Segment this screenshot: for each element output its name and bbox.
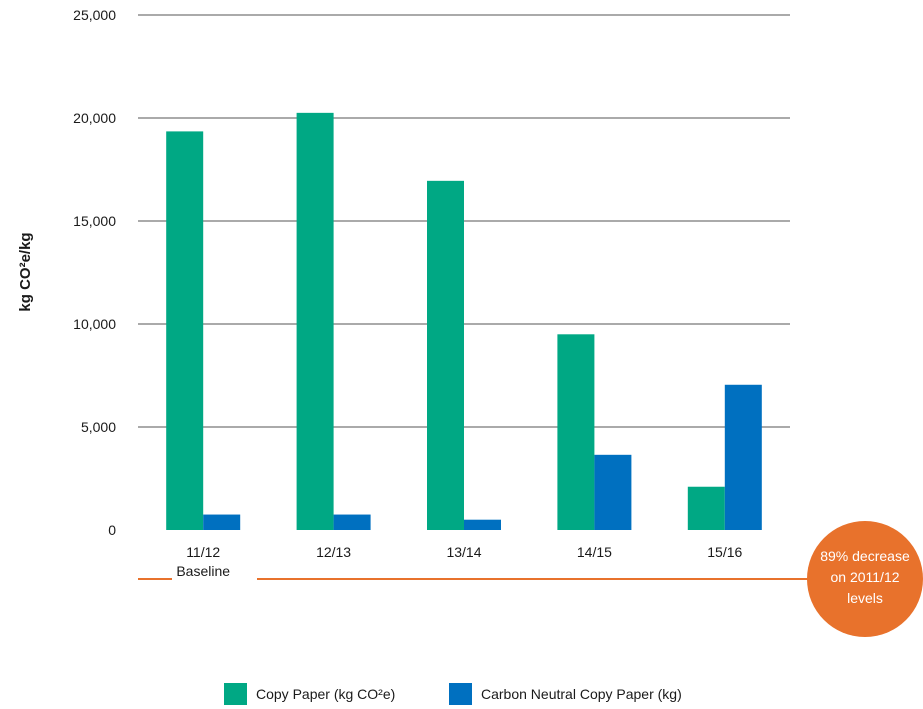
bar-copy-paper (557, 334, 595, 530)
annotation-line-1: 89% decrease (820, 548, 910, 564)
legend-swatch-copy-paper (224, 683, 247, 705)
annotation-circle (807, 521, 923, 637)
bars (166, 112, 762, 530)
y-tick-label: 20,000 (73, 110, 116, 126)
y-tick-label: 5,000 (81, 419, 116, 435)
annotation-line-2: on 2011/12 (830, 569, 899, 585)
y-tick-label: 25,000 (73, 7, 116, 23)
legend-label-carbon-neutral: Carbon Neutral Copy Paper (kg) (481, 686, 682, 702)
x-tick-label: 15/16 (707, 544, 742, 560)
bar-copy-paper (296, 112, 334, 530)
bar-copy-paper (166, 131, 204, 530)
bar-copy-paper (687, 486, 725, 530)
y-axis-label: kg CO²e/kg (17, 232, 34, 311)
x-tick-label: 13/14 (446, 544, 481, 560)
y-axis-ticks: 0 5,000 10,000 15,000 20,000 25,000 (73, 7, 116, 538)
legend: Copy Paper (kg CO²e) Carbon Neutral Copy… (224, 683, 682, 705)
bar-copy-paper (427, 180, 464, 530)
legend-swatch-carbon-neutral (449, 683, 472, 705)
decrease-annotation: 89% decrease on 2011/12 levels (807, 521, 923, 637)
legend-label-copy-paper: Copy Paper (kg CO²e) (256, 686, 395, 702)
x-axis-ticks: 11/12 Baseline 12/13 13/14 14/15 15/16 (176, 544, 742, 579)
x-tick-label: 14/15 (577, 544, 612, 560)
bar-carbon-neutral (333, 514, 371, 530)
x-tick-sublabel: Baseline (176, 563, 230, 579)
bar-carbon-neutral (594, 454, 632, 530)
annotation-line-3: levels (847, 590, 883, 606)
bar-carbon-neutral (464, 519, 501, 530)
y-tick-label: 10,000 (73, 316, 116, 332)
y-tick-label: 0 (108, 522, 116, 538)
bar-carbon-neutral (724, 384, 762, 530)
x-tick-label: 11/12 (186, 544, 220, 560)
bar-carbon-neutral (203, 514, 241, 530)
y-tick-label: 15,000 (73, 213, 116, 229)
x-tick-label: 12/13 (316, 544, 351, 560)
